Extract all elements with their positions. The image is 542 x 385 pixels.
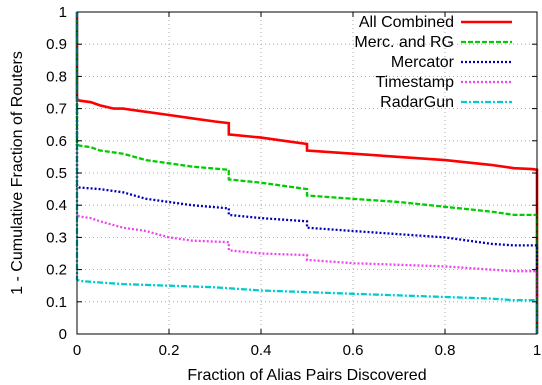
y-tick-label: 0.4	[46, 197, 67, 214]
series-line-mercator	[75, 12, 539, 334]
x-tick-label: 1	[533, 342, 541, 359]
plot-series	[75, 12, 539, 334]
legend: All Combined Merc. and RG Mercator Timestam…	[354, 14, 512, 111]
axis-ticks: 0 0.2 0.4 0.6 0.8 1 0 0.1 0.2 0.3 0.4 0.5 0.6 0.7 0.8 0…	[46, 4, 541, 359]
y-axis-title: 1 - Cumulative Fraction of Routers	[9, 51, 26, 295]
x-tick-label: 0.4	[251, 342, 272, 359]
series-line-merc-and-rg	[75, 12, 539, 334]
x-tick-label: 0	[73, 342, 81, 359]
series-line-timestamp	[75, 12, 539, 334]
y-tick-label: 0.1	[46, 294, 67, 311]
x-tick-label: 0.6	[343, 342, 364, 359]
legend-label: Merc. and RG	[354, 34, 454, 51]
grid	[77, 12, 537, 334]
legend-label: All Combined	[359, 14, 454, 31]
y-tick-label: 0.9	[46, 36, 67, 53]
series-line-all-combined	[75, 12, 539, 334]
series-line-radargun	[75, 12, 539, 334]
y-tick-label: 0.6	[46, 133, 67, 150]
legend-label: Timestamp	[375, 74, 454, 91]
y-tick-label: 0.5	[46, 165, 67, 182]
y-tick-label: 0.7	[46, 101, 67, 118]
y-tick-label: 0.8	[46, 68, 67, 85]
y-tick-label: 0.3	[46, 229, 67, 246]
x-tick-label: 0.8	[435, 342, 456, 359]
x-axis-title: Fraction of Alias Pairs Discovered	[187, 367, 426, 384]
y-tick-label: 0	[59, 326, 67, 343]
legend-label: Mercator	[391, 54, 455, 71]
legend-label: RadarGun	[380, 94, 454, 111]
x-tick-label: 0.2	[159, 342, 180, 359]
y-tick-label: 1	[59, 4, 67, 21]
y-tick-label: 0.2	[46, 262, 67, 279]
